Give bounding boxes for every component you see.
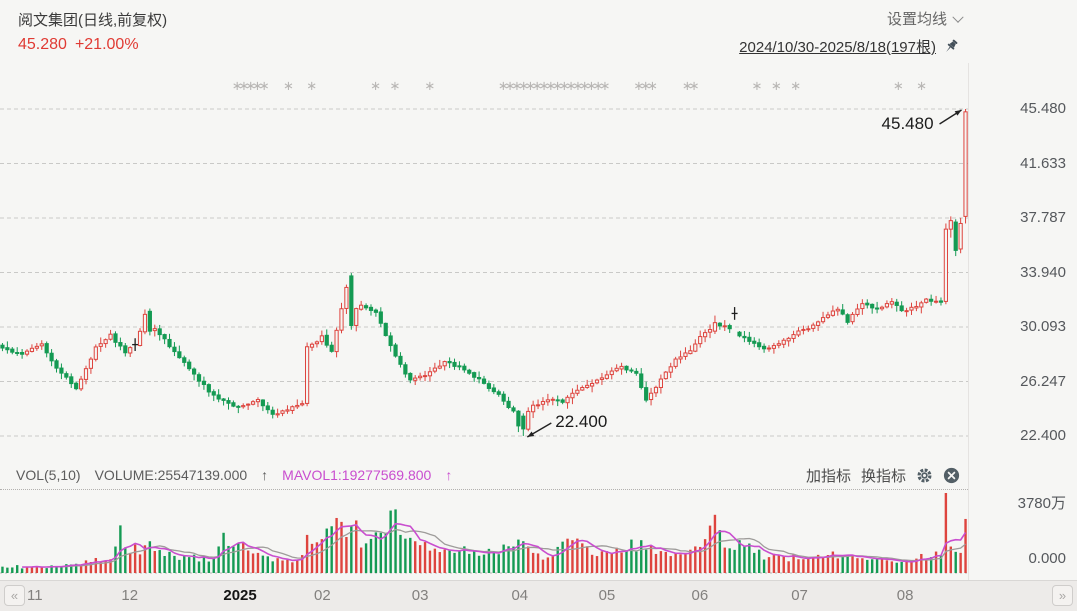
time-axis-label: 12 xyxy=(121,587,139,604)
add-indicator-button[interactable]: 加指标 xyxy=(805,467,851,485)
ma-settings-label: 设置均线 xyxy=(886,11,947,28)
svg-text:∗: ∗ xyxy=(245,78,256,93)
svg-text:∗: ∗ xyxy=(593,78,604,93)
svg-text:∗: ∗ xyxy=(525,78,536,93)
time-axis-label: 06 xyxy=(691,587,709,604)
price-tick: 41.633 xyxy=(1020,154,1066,172)
symbol-title: 阅文集团(日线,前复权) xyxy=(18,12,168,29)
ma-settings-dropdown[interactable]: 设置均线 xyxy=(886,8,964,29)
svg-text:∗: ∗ xyxy=(579,78,590,93)
volume-axis-zero: 0.000 xyxy=(1028,550,1066,567)
svg-text:∗: ∗ xyxy=(283,78,294,93)
svg-text:∗: ∗ xyxy=(259,78,270,93)
price-tick: 30.093 xyxy=(1020,318,1066,335)
time-axis-label: 2025 xyxy=(223,587,257,604)
svg-text:∗: ∗ xyxy=(916,78,927,93)
time-axis-label: 07 xyxy=(791,587,808,604)
svg-text:∗: ∗ xyxy=(640,78,651,93)
volume-value: VOLUME:25547139.000 xyxy=(94,467,248,483)
svg-text:∗: ∗ xyxy=(682,78,693,93)
time-axis: « » 11 12 2025 02 03 04 05 06 07 08 xyxy=(0,580,1077,611)
svg-text:∗: ∗ xyxy=(511,78,522,93)
svg-text:∗: ∗ xyxy=(498,78,509,93)
switch-indicator-button[interactable]: 换指标 xyxy=(860,467,906,485)
svg-text:∗: ∗ xyxy=(306,78,317,93)
price-tick: 33.940 xyxy=(1020,263,1066,281)
volume-up-arrow: ↑ xyxy=(261,467,269,483)
price-tick: 37.787 xyxy=(1020,209,1066,226)
scroll-left-button[interactable]: « xyxy=(4,585,25,606)
svg-text:∗: ∗ xyxy=(370,78,381,93)
volume-legend-row: VOL(5,10) VOLUME:25547139.000 ↑ MAVOL1:1… xyxy=(0,461,968,489)
svg-text:∗: ∗ xyxy=(505,78,516,93)
chevron-down-icon xyxy=(952,11,964,23)
low-annotation: 22.400 xyxy=(555,412,608,431)
pin-icon[interactable] xyxy=(942,38,959,55)
svg-text:∗: ∗ xyxy=(647,78,658,93)
svg-text:∗: ∗ xyxy=(790,78,801,93)
time-axis-label: 03 xyxy=(411,587,429,604)
volume-chart[interactable] xyxy=(0,490,968,580)
svg-text:∗: ∗ xyxy=(771,78,782,93)
time-axis-label: 04 xyxy=(511,587,529,604)
price-tick: 45.480 xyxy=(1020,100,1066,117)
time-axis-label: 08 xyxy=(896,587,914,604)
date-range-link[interactable]: 2024/10/30-2025/8/18(197根) xyxy=(739,39,936,56)
vol-indicator-label: VOL(5,10) xyxy=(16,467,81,483)
price-candlestick-chart[interactable]: ∗∗∗∗∗ ∗ ∗ ∗ ∗ ∗ ∗∗∗∗∗∗∗∗∗∗∗∗∗∗∗∗ ∗∗∗ ∗∗ ∗ ∗ ∗ ∗ ∗ xyxy=(0,63,968,460)
svg-text:∗: ∗ xyxy=(566,78,577,93)
time-axis-label: 05 xyxy=(598,587,616,604)
scroll-right-button[interactable]: » xyxy=(1052,585,1073,606)
svg-text:∗: ∗ xyxy=(600,78,611,93)
volume-axis-max: 3780万 xyxy=(1017,495,1066,512)
svg-text:∗: ∗ xyxy=(633,78,644,93)
svg-text:∗: ∗ xyxy=(586,78,597,93)
high-annotation: 45.480 xyxy=(881,114,934,133)
axis-separator xyxy=(968,63,969,580)
svg-text:∗: ∗ xyxy=(238,78,249,93)
svg-text:∗: ∗ xyxy=(893,78,904,93)
svg-text:∗: ∗ xyxy=(545,78,556,93)
svg-text:∗: ∗ xyxy=(689,78,700,93)
svg-text:∗: ∗ xyxy=(252,78,263,93)
svg-text:∗: ∗ xyxy=(539,78,550,93)
svg-text:∗: ∗ xyxy=(752,78,763,93)
svg-text:∗: ∗ xyxy=(424,78,435,93)
time-axis-label: 02 xyxy=(314,587,331,604)
close-icon[interactable] xyxy=(943,467,960,484)
change-percent: +21.00% xyxy=(74,36,139,53)
svg-text:∗: ∗ xyxy=(232,78,243,93)
mavol1-up-arrow: ↑ xyxy=(445,467,453,483)
svg-text:∗: ∗ xyxy=(572,78,583,93)
svg-text:∗: ∗ xyxy=(552,78,563,93)
last-price: 45.280 xyxy=(18,36,67,53)
price-tick: 22.400 xyxy=(1020,427,1066,444)
svg-text:∗: ∗ xyxy=(559,78,570,93)
svg-text:∗: ∗ xyxy=(518,78,529,93)
mavol1-value: MAVOL1:19277569.800 xyxy=(282,467,432,483)
pane-separator xyxy=(0,489,968,490)
svg-text:∗: ∗ xyxy=(389,78,400,93)
price-tick: 26.247 xyxy=(1020,372,1066,390)
gear-icon[interactable] xyxy=(916,467,933,484)
svg-text:∗: ∗ xyxy=(532,78,543,93)
time-axis-label: 11 xyxy=(27,587,43,604)
